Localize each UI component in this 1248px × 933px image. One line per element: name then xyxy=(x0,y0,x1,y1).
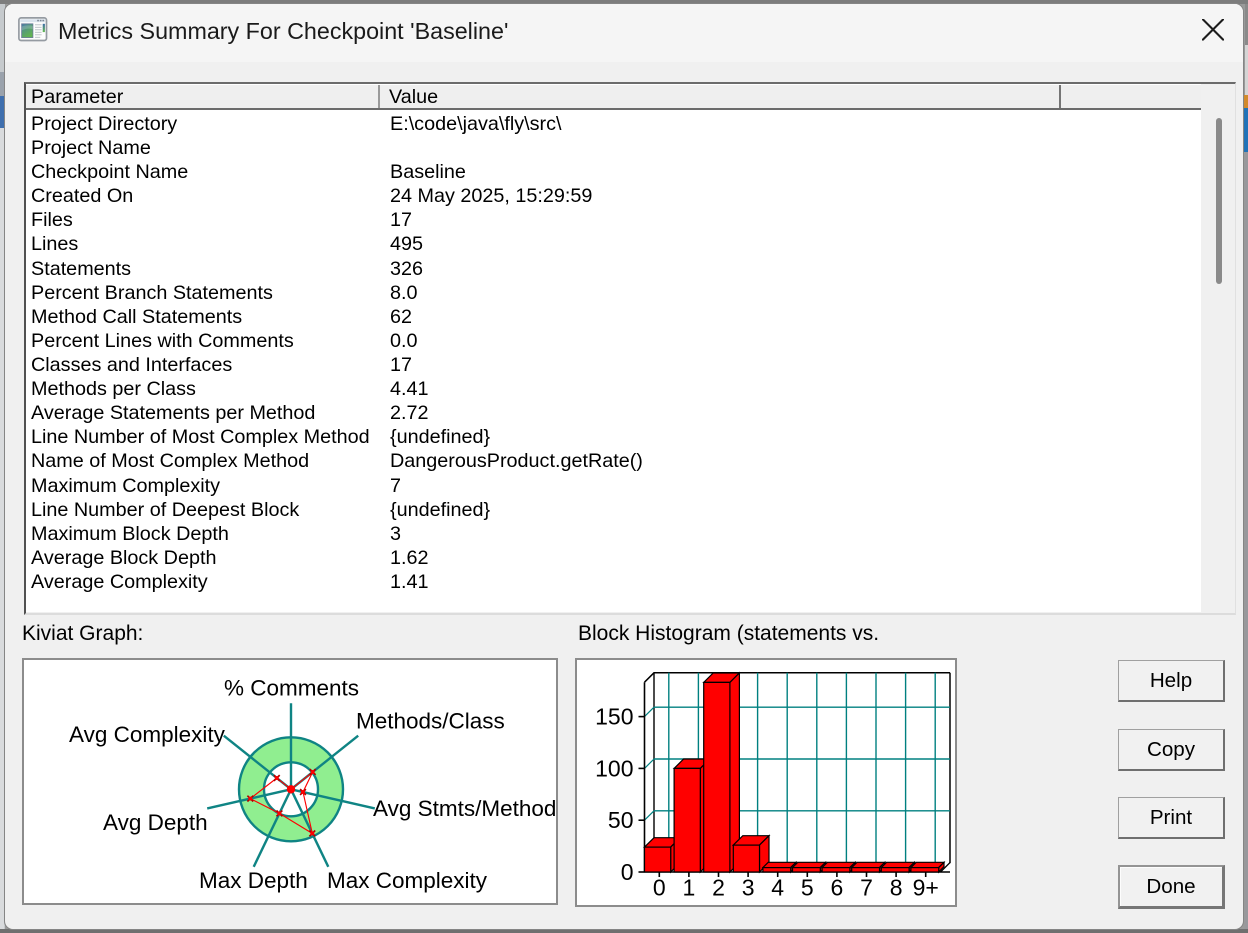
svg-text:4: 4 xyxy=(771,875,784,901)
svg-text:150: 150 xyxy=(595,704,633,730)
svg-text:Avg Stmts/Method: Avg Stmts/Method xyxy=(373,796,556,821)
svg-text:Avg Complexity: Avg Complexity xyxy=(69,722,226,747)
svg-text:Max Complexity: Max Complexity xyxy=(327,868,488,893)
svg-text:2: 2 xyxy=(712,875,725,901)
svg-text:9+: 9+ xyxy=(913,875,939,901)
svg-text:100: 100 xyxy=(595,755,633,781)
svg-text:0: 0 xyxy=(653,875,666,901)
svg-text:Max Depth: Max Depth xyxy=(199,868,308,893)
svg-text:8: 8 xyxy=(890,875,903,901)
svg-text:7: 7 xyxy=(860,875,873,901)
svg-text:50: 50 xyxy=(608,807,634,833)
svg-text:0: 0 xyxy=(621,859,634,885)
svg-text:6: 6 xyxy=(831,875,844,901)
svg-text:Avg Depth: Avg Depth xyxy=(103,810,208,835)
svg-text:Methods/Class: Methods/Class xyxy=(356,709,505,734)
svg-text:3: 3 xyxy=(742,875,755,901)
svg-text:% Comments: % Comments xyxy=(224,676,359,701)
svg-text:1: 1 xyxy=(683,875,696,901)
svg-text:5: 5 xyxy=(801,875,814,901)
